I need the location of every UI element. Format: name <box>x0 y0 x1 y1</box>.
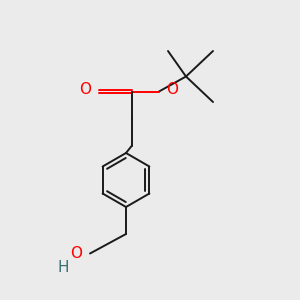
Text: O: O <box>80 82 92 98</box>
Text: O: O <box>167 82 178 98</box>
Text: H: H <box>57 260 69 275</box>
Text: O: O <box>70 246 83 261</box>
